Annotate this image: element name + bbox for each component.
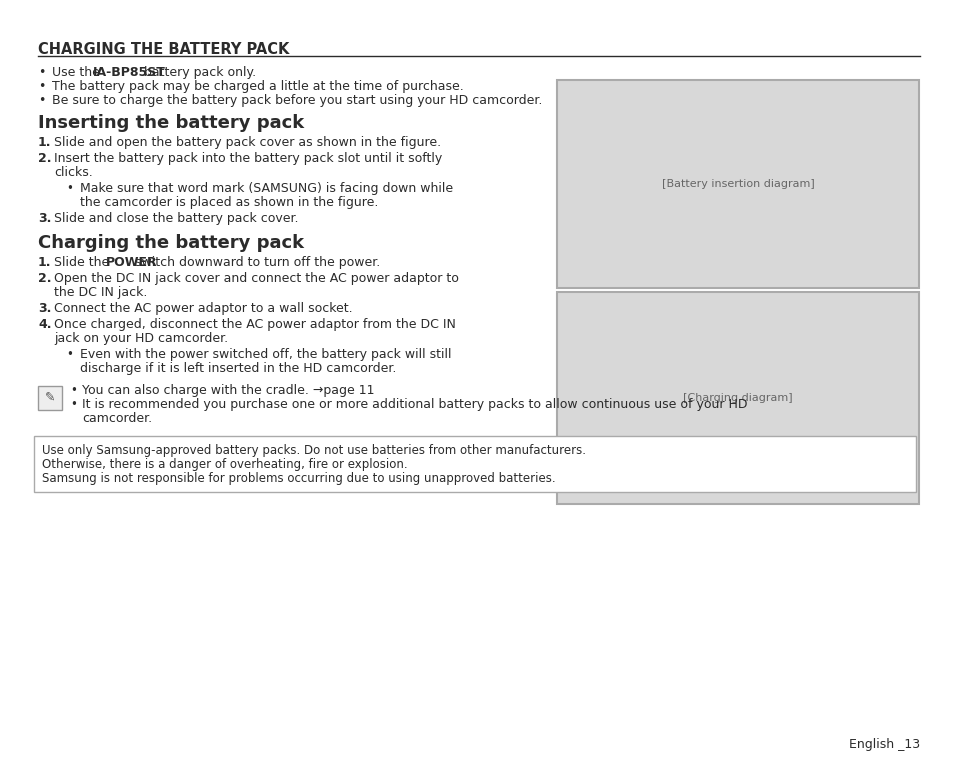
- Text: 3.: 3.: [38, 302, 51, 315]
- Text: •: •: [66, 348, 72, 361]
- Text: 2.: 2.: [38, 152, 51, 165]
- Text: •: •: [38, 94, 46, 107]
- Text: the camcorder is placed as shown in the figure.: the camcorder is placed as shown in the …: [80, 196, 378, 209]
- Text: •: •: [38, 66, 46, 79]
- Text: switch downward to turn off the power.: switch downward to turn off the power.: [132, 256, 380, 269]
- Text: 2.: 2.: [38, 272, 51, 285]
- Text: Connect the AC power adaptor to a wall socket.: Connect the AC power adaptor to a wall s…: [54, 302, 353, 315]
- Text: Charging the battery pack: Charging the battery pack: [38, 234, 304, 252]
- Text: jack on your HD camcorder.: jack on your HD camcorder.: [54, 332, 228, 345]
- Text: battery pack only.: battery pack only.: [139, 66, 255, 79]
- Text: CHARGING THE BATTERY PACK: CHARGING THE BATTERY PACK: [38, 42, 289, 57]
- Text: Use only Samsung-approved battery packs. Do not use batteries from other manufac: Use only Samsung-approved battery packs.…: [42, 444, 585, 457]
- Text: •: •: [66, 182, 72, 195]
- Bar: [557, 292, 918, 504]
- Text: 4.: 4.: [38, 318, 51, 331]
- Text: Otherwise, there is a danger of overheating, fire or explosion.: Otherwise, there is a danger of overheat…: [42, 458, 407, 471]
- Text: Use the: Use the: [52, 66, 104, 79]
- Text: Insert the battery pack into the battery pack slot until it softly: Insert the battery pack into the battery…: [54, 152, 442, 165]
- Text: Once charged, disconnect the AC power adaptor from the DC IN: Once charged, disconnect the AC power ad…: [54, 318, 456, 331]
- Text: •: •: [70, 398, 77, 411]
- Text: Inserting the battery pack: Inserting the battery pack: [38, 114, 304, 132]
- Text: 1.: 1.: [38, 256, 51, 269]
- Bar: [557, 80, 918, 288]
- Text: Slide and close the battery pack cover.: Slide and close the battery pack cover.: [54, 212, 298, 225]
- Text: You can also charge with the cradle. →page 11: You can also charge with the cradle. →pa…: [82, 384, 375, 397]
- Text: camcorder.: camcorder.: [82, 412, 152, 425]
- Text: Open the DC IN jack cover and connect the AC power adaptor to: Open the DC IN jack cover and connect th…: [54, 272, 458, 285]
- Bar: [34, 436, 915, 492]
- Text: English _13: English _13: [848, 738, 919, 751]
- Text: Make sure that word mark (SAMSUNG) is facing down while: Make sure that word mark (SAMSUNG) is fa…: [80, 182, 453, 195]
- Text: •: •: [38, 80, 46, 93]
- Text: 3.: 3.: [38, 212, 51, 225]
- Text: POWER: POWER: [106, 256, 157, 269]
- Text: clicks.: clicks.: [54, 166, 92, 179]
- Text: •: •: [70, 384, 77, 397]
- Text: Even with the power switched off, the battery pack will still: Even with the power switched off, the ba…: [80, 348, 451, 361]
- Text: discharge if it is left inserted in the HD camcorder.: discharge if it is left inserted in the …: [80, 362, 395, 375]
- Text: [Charging diagram]: [Charging diagram]: [682, 393, 792, 403]
- Text: Slide the: Slide the: [54, 256, 113, 269]
- Text: Slide and open the battery pack cover as shown in the figure.: Slide and open the battery pack cover as…: [54, 136, 440, 149]
- Bar: [38, 386, 62, 410]
- Text: ✎: ✎: [45, 391, 55, 404]
- Text: It is recommended you purchase one or more additional battery packs to allow con: It is recommended you purchase one or mo…: [82, 398, 747, 411]
- Text: IA-BP85ST: IA-BP85ST: [93, 66, 166, 79]
- Text: [Battery insertion diagram]: [Battery insertion diagram]: [661, 179, 814, 189]
- Text: The battery pack may be charged a little at the time of purchase.: The battery pack may be charged a little…: [52, 80, 463, 93]
- Text: Be sure to charge the battery pack before you start using your HD camcorder.: Be sure to charge the battery pack befor…: [52, 94, 542, 107]
- Text: the DC IN jack.: the DC IN jack.: [54, 286, 147, 299]
- Text: 1.: 1.: [38, 136, 51, 149]
- Text: Samsung is not responsible for problems occurring due to using unapproved batter: Samsung is not responsible for problems …: [42, 472, 555, 485]
